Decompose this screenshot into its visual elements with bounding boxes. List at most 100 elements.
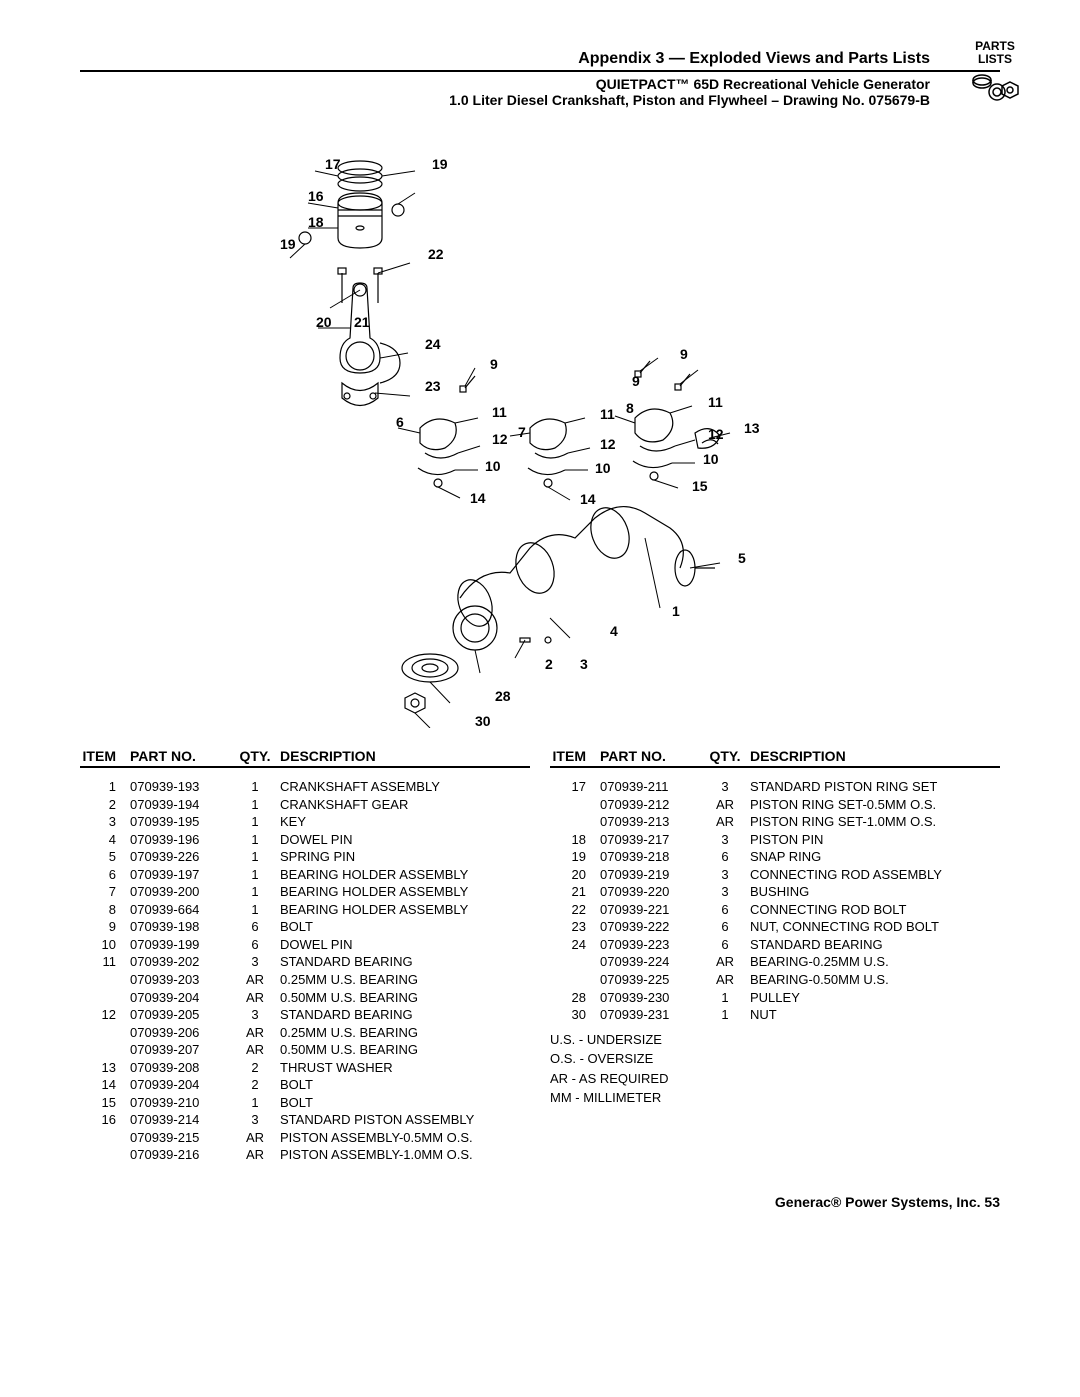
table-row: 070939-203AR0.25MM U.S. BEARING xyxy=(80,971,530,989)
callout-4: 4 xyxy=(610,623,618,639)
callout-1: 1 xyxy=(672,603,680,619)
table-row: 13070939-2082THRUST WASHER xyxy=(80,1059,530,1077)
cell-qty: 3 xyxy=(230,1006,280,1024)
callout-21: 21 xyxy=(354,314,370,330)
cell-desc: THRUST WASHER xyxy=(280,1059,530,1077)
cell-part: 070939-221 xyxy=(600,901,700,919)
cell-part: 070939-207 xyxy=(130,1041,230,1059)
cell-qty: 1 xyxy=(230,778,280,796)
cell-item: 9 xyxy=(80,918,130,936)
cell-item xyxy=(550,971,600,989)
cell-desc: PISTON ASSEMBLY-1.0MM O.S. xyxy=(280,1146,530,1164)
cell-part: 070939-224 xyxy=(600,953,700,971)
table-row: 1070939-1931CRANKSHAFT ASSEMBLY xyxy=(80,778,530,796)
legend-line: U.S. - UNDERSIZE xyxy=(550,1030,1000,1050)
cell-qty: AR xyxy=(230,1129,280,1147)
cell-desc: KEY xyxy=(280,813,530,831)
cell-item: 8 xyxy=(80,901,130,919)
table-row: 19070939-2186SNAP RING xyxy=(550,848,1000,866)
cell-part: 070939-204 xyxy=(130,989,230,1007)
cell-qty: 3 xyxy=(230,1111,280,1129)
cell-desc: BOLT xyxy=(280,918,530,936)
cell-desc: PISTON ASSEMBLY-0.5MM O.S. xyxy=(280,1129,530,1147)
cell-desc: SNAP RING xyxy=(750,848,1000,866)
table-row: 070939-206AR0.25MM U.S. BEARING xyxy=(80,1024,530,1042)
cell-item: 7 xyxy=(80,883,130,901)
table-row: 24070939-2236STANDARD BEARING xyxy=(550,936,1000,954)
cell-desc: 0.25MM U.S. BEARING xyxy=(280,971,530,989)
cell-qty: AR xyxy=(230,989,280,1007)
table-row: 14070939-2042BOLT xyxy=(80,1076,530,1094)
callout-10c: 10 xyxy=(595,460,611,476)
table-row: 8070939-6641BEARING HOLDER ASSEMBLY xyxy=(80,901,530,919)
legend-line: O.S. - OVERSIZE xyxy=(550,1049,1000,1069)
cell-part: 070939-198 xyxy=(130,918,230,936)
appendix-title: Appendix 3 — Exploded Views and Parts Li… xyxy=(80,50,1000,68)
cell-part: 070939-219 xyxy=(600,866,700,884)
callout-13: 13 xyxy=(744,420,760,436)
table-row: 9070939-1986BOLT xyxy=(80,918,530,936)
table-row: 18070939-2173PISTON PIN xyxy=(550,831,1000,849)
table-row: 070939-213ARPISTON RING SET-1.0MM O.S. xyxy=(550,813,1000,831)
cell-item xyxy=(80,971,130,989)
cell-item: 17 xyxy=(550,778,600,796)
cell-qty: AR xyxy=(700,796,750,814)
cell-item xyxy=(550,953,600,971)
cell-qty: 1 xyxy=(230,866,280,884)
col-qty: QTY. xyxy=(230,748,280,764)
cell-item: 5 xyxy=(80,848,130,866)
callout-17: 17 xyxy=(325,156,341,172)
cell-desc: BEARING HOLDER ASSEMBLY xyxy=(280,901,530,919)
legend-line: MM - MILLIMETER xyxy=(550,1088,1000,1108)
callout-7: 7 xyxy=(518,424,526,440)
table-row: 22070939-2216CONNECTING ROD BOLT xyxy=(550,901,1000,919)
table-row: 4070939-1961DOWEL PIN xyxy=(80,831,530,849)
cell-item: 12 xyxy=(80,1006,130,1024)
cell-qty: 3 xyxy=(700,866,750,884)
cell-qty: 1 xyxy=(700,989,750,1007)
product-title: QUIETPACT™ 65D Recreational Vehicle Gene… xyxy=(80,76,1000,92)
cell-part: 070939-208 xyxy=(130,1059,230,1077)
table-row: 28070939-2301PULLEY xyxy=(550,989,1000,1007)
cell-part: 070939-197 xyxy=(130,866,230,884)
table-row: 16070939-2143STANDARD PISTON ASSEMBLY xyxy=(80,1111,530,1129)
cell-item: 21 xyxy=(550,883,600,901)
parts-icon xyxy=(970,70,1020,107)
cell-item: 1 xyxy=(80,778,130,796)
cell-part: 070939-212 xyxy=(600,796,700,814)
page-header: PARTS LISTS Appendix 3 — Exploded Views … xyxy=(80,50,1000,108)
cell-desc: DOWEL PIN xyxy=(280,936,530,954)
cell-desc: DOWEL PIN xyxy=(280,831,530,849)
cell-qty: 6 xyxy=(230,936,280,954)
callout-12a: 12 xyxy=(492,431,508,447)
cell-item xyxy=(550,796,600,814)
table-row: 6070939-1971BEARING HOLDER ASSEMBLY xyxy=(80,866,530,884)
cell-part: 070939-213 xyxy=(600,813,700,831)
cell-desc: BUSHING xyxy=(750,883,1000,901)
cell-part: 070939-214 xyxy=(130,1111,230,1129)
callout-18: 18 xyxy=(308,214,324,230)
callout-11a: 11 xyxy=(492,404,507,420)
col-qty: QTY. xyxy=(700,748,750,764)
table-row: 2070939-1941CRANKSHAFT GEAR xyxy=(80,796,530,814)
callout-10a: 10 xyxy=(485,458,501,474)
cell-part: 070939-231 xyxy=(600,1006,700,1024)
cell-desc: CRANKSHAFT ASSEMBLY xyxy=(280,778,530,796)
cell-qty: 6 xyxy=(700,848,750,866)
cell-desc: STANDARD BEARING xyxy=(280,953,530,971)
cell-item: 20 xyxy=(550,866,600,884)
table-row: 15070939-2101BOLT xyxy=(80,1094,530,1112)
parts-tables: ITEM PART NO. QTY. DESCRIPTION 1070939-1… xyxy=(80,748,1000,1164)
cell-desc: PISTON PIN xyxy=(750,831,1000,849)
cell-qty: 1 xyxy=(230,901,280,919)
cell-qty: AR xyxy=(700,813,750,831)
cell-part: 070939-225 xyxy=(600,971,700,989)
cell-qty: 1 xyxy=(230,848,280,866)
callout-9c: 9 xyxy=(632,373,640,389)
cell-part: 070939-223 xyxy=(600,936,700,954)
table-row: 070939-212ARPISTON RING SET-0.5MM O.S. xyxy=(550,796,1000,814)
cell-desc: BEARING HOLDER ASSEMBLY xyxy=(280,866,530,884)
col-part: PART NO. xyxy=(130,748,230,764)
callout-19b: 19 xyxy=(280,236,296,252)
callout-2: 2 xyxy=(545,656,553,672)
